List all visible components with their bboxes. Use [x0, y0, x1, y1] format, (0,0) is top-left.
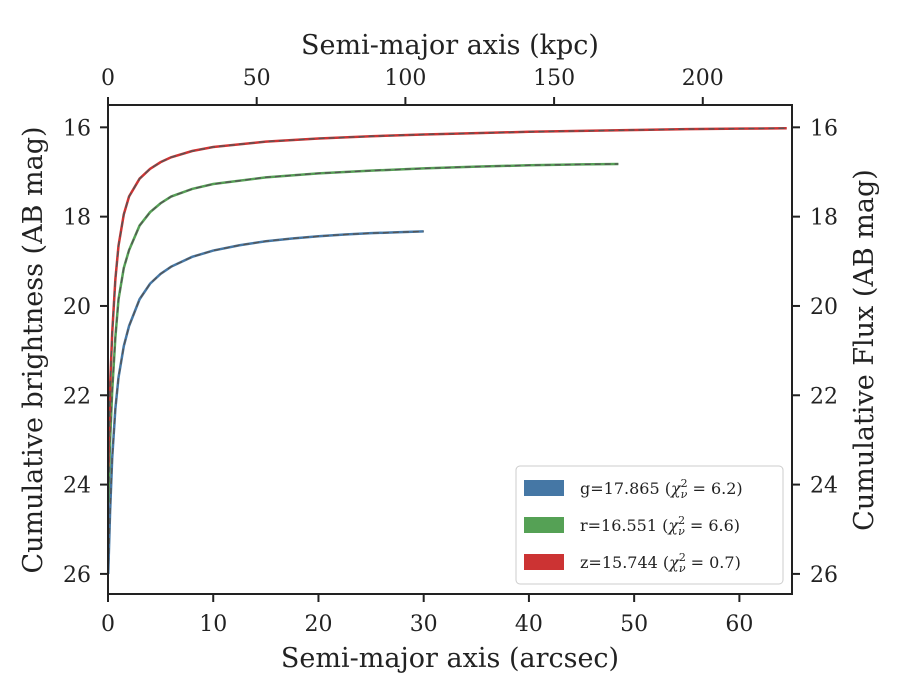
- x-tick-label: 0: [101, 612, 115, 637]
- top-x-tick-label: 200: [682, 66, 724, 91]
- legend-label: r=16.551 (χ2 ν = 6.6): [580, 514, 740, 538]
- series-fit-line-2: [107, 127, 787, 467]
- y-tick-label: 20: [63, 295, 91, 320]
- legend-swatch: [524, 517, 564, 533]
- legend-label: z=15.744 (χ2 ν = 0.7): [580, 551, 741, 575]
- series-fit-line-0: [107, 230, 424, 574]
- legend-entry-z: z=15.744 (χ2 ν = 0.7): [524, 551, 741, 575]
- y-tick-label: 18: [63, 206, 91, 231]
- legend-entry-g: g=17.865 (χ2 ν = 6.2): [524, 477, 743, 501]
- series-line-2: [106, 126, 787, 467]
- x-tick-label: 10: [199, 612, 227, 637]
- x-tick-label: 60: [725, 612, 753, 637]
- x-tick-label: 30: [410, 612, 438, 637]
- right-y-tick-label: 18: [810, 206, 838, 231]
- legend: g=17.865 (χ2 ν = 6.2) r=16.551 (χ2 ν = 6.6…: [515, 465, 784, 585]
- top-x-tick-label: 50: [243, 66, 271, 91]
- legend-swatch: [524, 480, 564, 496]
- right-y-tick-label: 20: [810, 295, 838, 320]
- top-x-axis-label: Semi-major axis (kpc): [301, 30, 599, 61]
- y-tick-label: 22: [63, 384, 91, 409]
- right-y-tick-label: 26: [810, 563, 838, 588]
- legend-box: [515, 465, 784, 585]
- series-line-1: [106, 162, 619, 503]
- top-x-tick-label: 150: [533, 66, 575, 91]
- right-y-tick-label: 24: [810, 474, 838, 499]
- x-tick-label: 20: [304, 612, 332, 637]
- legend-swatch: [524, 554, 564, 570]
- series-line-0: [106, 230, 424, 574]
- legend-entry-r: r=16.551 (χ2 ν = 6.6): [524, 514, 740, 538]
- y-tick-label: 26: [63, 563, 91, 588]
- x-tick-label: 50: [620, 612, 648, 637]
- right-y-tick-label: 16: [810, 116, 838, 141]
- right-y-tick-label: 22: [810, 384, 838, 409]
- y-tick-label: 24: [63, 474, 91, 499]
- x-tick-label: 40: [515, 612, 543, 637]
- right-y-axis-label: Cumulative Flux (AB mag): [849, 169, 880, 531]
- top-x-tick-label: 100: [384, 66, 426, 91]
- top-x-tick-label: 0: [101, 66, 115, 91]
- y-tick-label: 16: [63, 116, 91, 141]
- ticks: 0 10 20 30 40 50 60 0 50 100 150 200 16 18 20 22 24 26 16 1…: [63, 66, 838, 637]
- y-axis-label: Cumulative brightness (AB mag): [18, 126, 49, 573]
- legend-label: g=17.865 (χ2 ν = 6.2): [580, 477, 743, 501]
- plot-area: [106, 126, 787, 574]
- plot-frame: [107, 104, 793, 595]
- series-fit-line-1: [107, 163, 619, 503]
- x-axis-label: Semi-major axis (arcsec): [281, 643, 619, 674]
